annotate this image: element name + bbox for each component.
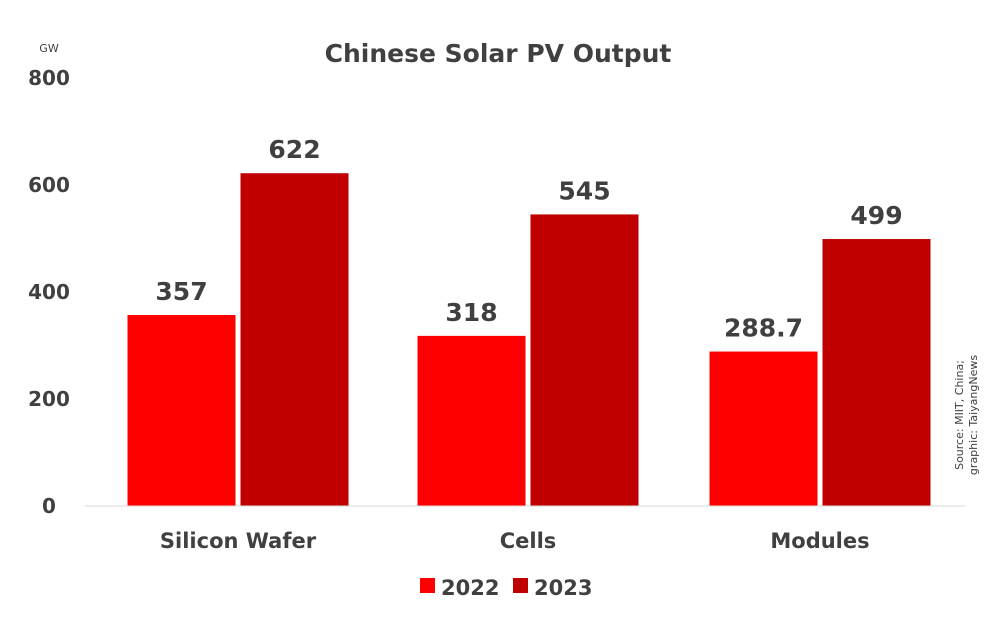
bar-2022 (709, 351, 818, 506)
legend-item: 2023 (513, 576, 592, 600)
y-tick-label: 200 (28, 387, 70, 411)
x-category-label: Silicon Wafer (160, 529, 317, 553)
x-category-label: Cells (500, 529, 557, 553)
data-label: 545 (558, 176, 610, 205)
data-label: 499 (850, 201, 902, 230)
y-tick-label: 800 (28, 66, 70, 90)
y-axis-unit: GW (39, 42, 59, 55)
bar-2023 (822, 239, 931, 506)
source-line-1: Source: MIIT, China; (953, 360, 966, 470)
bar-2023 (530, 214, 639, 507)
bar-2022 (417, 335, 526, 506)
legend-item: 2022 (420, 576, 499, 600)
legend-swatch (420, 578, 435, 593)
data-label: 288.7 (724, 314, 803, 343)
chart-title: Chinese Solar PV Output (325, 39, 672, 68)
data-label: 318 (445, 298, 497, 327)
data-label: 357 (155, 277, 207, 306)
bar-2022 (127, 315, 236, 506)
y-tick-label: 0 (42, 494, 56, 518)
data-label: 622 (268, 135, 320, 164)
source-line-2: graphic: TaiyangNews (967, 355, 980, 475)
x-category-label: Modules (770, 529, 869, 553)
legend-label: 2023 (534, 576, 592, 600)
y-tick-label: 600 (28, 173, 70, 197)
legend-label: 2022 (441, 576, 499, 600)
legend-swatch (513, 578, 528, 593)
source-note: Source: MIIT, China; graphic: TaiyangNew… (953, 355, 980, 475)
bar-2023 (240, 173, 349, 507)
y-tick-label: 400 (28, 280, 70, 304)
